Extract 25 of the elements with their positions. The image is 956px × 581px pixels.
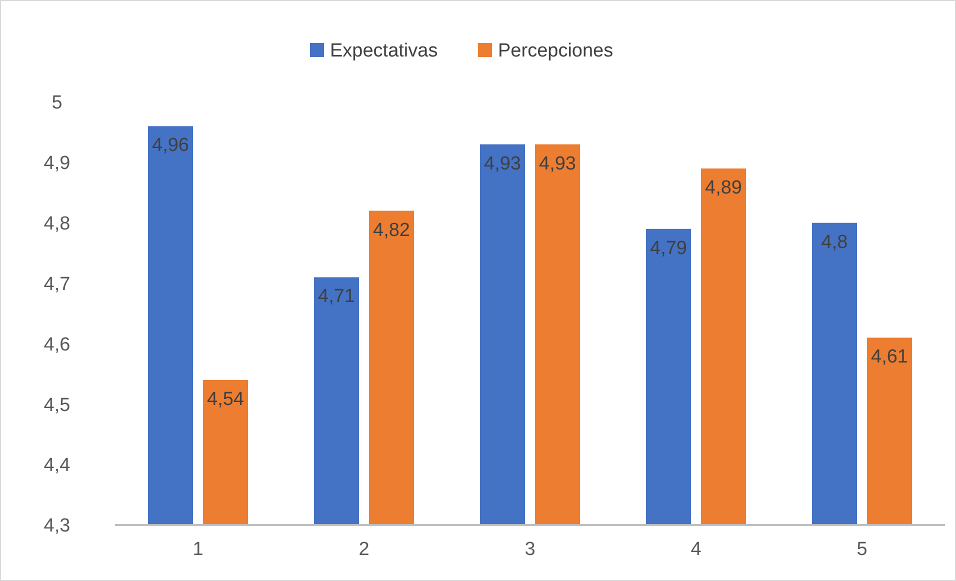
data-label: 4,96 — [152, 135, 189, 156]
data-label: 4,93 — [539, 153, 576, 174]
data-label: 4,54 — [207, 388, 244, 410]
data-label: 4,8 — [821, 232, 848, 253]
x-tick-label: 3 — [524, 539, 536, 560]
data-label: 4,89 — [705, 177, 742, 198]
data-label: 4,79 — [650, 238, 687, 259]
y-tick-label: 5 — [52, 92, 62, 114]
y-tick-label: 4,9 — [44, 153, 70, 174]
x-tick-label: 4 — [690, 539, 702, 560]
x-tick-label: 5 — [856, 539, 868, 560]
legend-label: Expectativas — [330, 40, 438, 62]
y-tick-label: 4,3 — [44, 516, 70, 537]
data-label: 4,82 — [373, 220, 410, 241]
legend-label: Percepciones — [498, 40, 614, 62]
data-label: 4,61 — [871, 346, 908, 368]
y-tick-label: 4,7 — [44, 274, 70, 295]
y-tick-label: 4,6 — [44, 334, 70, 356]
x-tick-label: 1 — [192, 539, 204, 560]
data-label: 4,93 — [484, 153, 521, 174]
y-tick-label: 4,5 — [44, 394, 70, 416]
y-tick-label: 4,4 — [44, 455, 71, 476]
x-tick-label: 2 — [358, 539, 370, 560]
y-tick-label: 4,8 — [44, 214, 70, 235]
data-label: 4,71 — [318, 286, 355, 308]
